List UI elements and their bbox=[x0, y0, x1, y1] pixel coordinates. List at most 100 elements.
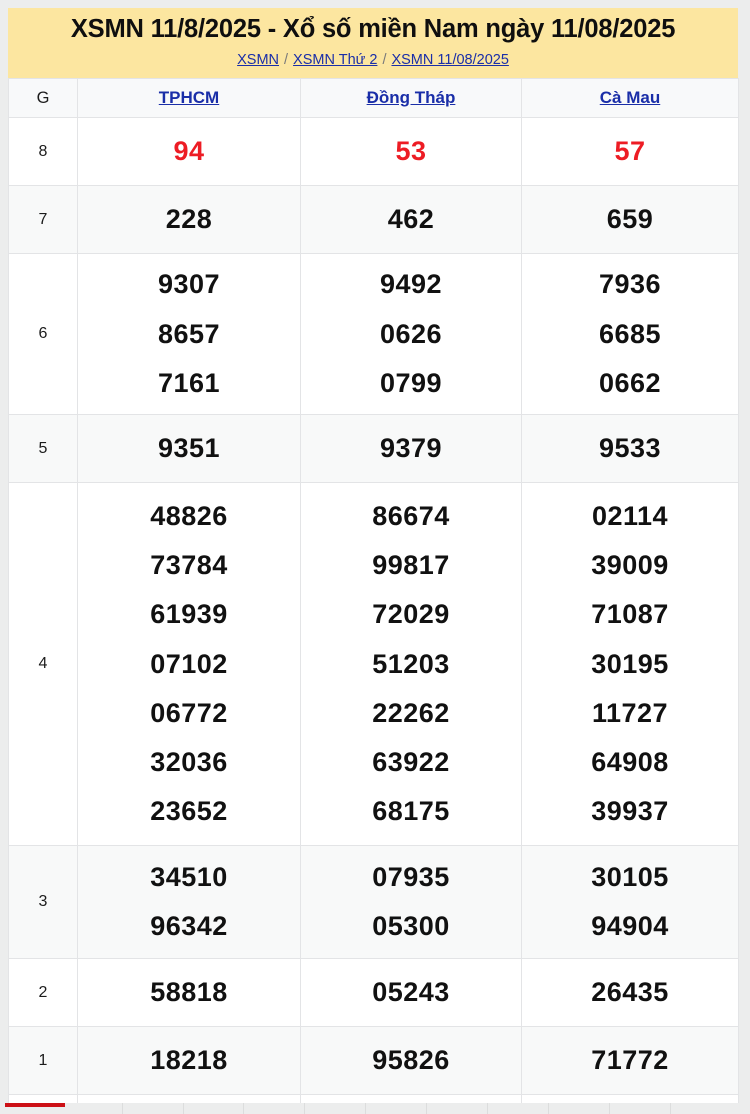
table-row-prize-1: 1 18218 95826 71772 bbox=[8, 1026, 739, 1096]
prize-label: 7 bbox=[8, 185, 78, 255]
lottery-number: 9379 bbox=[379, 433, 443, 464]
prize-numbers-camau: 7936 6685 0662 bbox=[521, 253, 739, 416]
prize-numbers-camau: 71772 bbox=[521, 1026, 739, 1096]
lottery-number: 22262 bbox=[372, 697, 450, 728]
lottery-number: 9492 bbox=[379, 269, 443, 300]
lottery-number: 61939 bbox=[150, 599, 228, 630]
lottery-number: 68175 bbox=[372, 795, 450, 826]
lottery-number: 06772 bbox=[150, 697, 228, 728]
prize-numbers-tphcm: 94 bbox=[77, 117, 301, 187]
lottery-number: 71087 bbox=[591, 599, 669, 630]
prize-numbers-dongthap: 9379 bbox=[300, 414, 522, 484]
lottery-result-sheet: XSMN 11/8/2025 - Xổ số miền Nam ngày 11/… bbox=[8, 8, 739, 1114]
prize-label: 8 bbox=[8, 117, 78, 187]
lottery-number: 30105 bbox=[591, 861, 669, 892]
lottery-number: 32036 bbox=[150, 746, 228, 777]
prize-numbers-dongthap: 462 bbox=[300, 185, 522, 255]
lottery-number: 9307 bbox=[157, 269, 221, 300]
lottery-number: 7161 bbox=[157, 367, 221, 398]
prize-numbers-dongthap: 9492 0626 0799 bbox=[300, 253, 522, 416]
prize-numbers-camau: 659 bbox=[521, 185, 739, 255]
strip-divider bbox=[609, 1103, 610, 1114]
lottery-number: 86674 bbox=[372, 501, 450, 532]
prize-label: 4 bbox=[8, 482, 78, 847]
lottery-number: 72029 bbox=[372, 599, 450, 630]
prize-numbers-camau: 02114 39009 71087 30195 11727 64908 39937 bbox=[521, 482, 739, 847]
lottery-number: 18218 bbox=[150, 1045, 228, 1076]
table-row-prize-7: 7 228 462 659 bbox=[8, 185, 739, 255]
lottery-number: 02114 bbox=[591, 501, 669, 532]
prize-numbers-dongthap: 53 bbox=[300, 117, 522, 187]
strip-divider bbox=[670, 1103, 671, 1114]
prize-label: 3 bbox=[8, 845, 78, 960]
lottery-number: 228 bbox=[165, 204, 213, 235]
breadcrumb-separator-2: / bbox=[382, 52, 387, 69]
strip-divider bbox=[426, 1103, 427, 1114]
table-row-prize-2: 2 58818 05243 26435 bbox=[8, 958, 739, 1028]
table-row-prize-4: 4 48826 73784 61939 07102 06772 32036 23652 8667… bbox=[8, 482, 739, 847]
lottery-number: 94 bbox=[173, 136, 205, 167]
lottery-number: 73784 bbox=[150, 550, 228, 581]
lottery-number: 6685 bbox=[598, 318, 662, 349]
lottery-number: 30195 bbox=[591, 648, 669, 679]
lottery-results-table: G TPHCM Đồng Tháp Cà Mau 8 94 53 57 7 228 462 6… bbox=[8, 78, 739, 1114]
prize-numbers-tphcm: 228 bbox=[77, 185, 301, 255]
table-body: 8 94 53 57 7 228 462 659 6 9307 8657 7161 9492 0626 07… bbox=[8, 117, 739, 1114]
province-link-dongthap[interactable]: Đồng Tháp bbox=[366, 88, 456, 108]
prize-label: 5 bbox=[8, 414, 78, 484]
strip-divider bbox=[304, 1103, 305, 1114]
lottery-number: 05243 bbox=[372, 977, 450, 1008]
lottery-number: 99817 bbox=[372, 550, 450, 581]
breadcrumb: XSMN / XSMN Thứ 2/XSMN 11/08/2025 bbox=[14, 52, 732, 68]
prize-label: 2 bbox=[8, 958, 78, 1028]
province-link-camau[interactable]: Cà Mau bbox=[599, 88, 661, 108]
lottery-number: 34510 bbox=[150, 861, 228, 892]
prize-numbers-dongthap: 07935 05300 bbox=[300, 845, 522, 960]
table-row-prize-3: 3 34510 96342 07935 05300 30105 94904 bbox=[8, 845, 739, 960]
lottery-number: 8657 bbox=[157, 318, 221, 349]
column-header-camau[interactable]: Cà Mau bbox=[521, 78, 739, 119]
prize-numbers-tphcm: 58818 bbox=[77, 958, 301, 1028]
prize-numbers-dongthap: 05243 bbox=[300, 958, 522, 1028]
lottery-number: 26435 bbox=[591, 977, 669, 1008]
column-header-tphcm[interactable]: TPHCM bbox=[77, 78, 301, 119]
lottery-number: 11727 bbox=[591, 697, 669, 728]
strip-divider bbox=[243, 1103, 244, 1114]
lottery-number: 39937 bbox=[591, 795, 669, 826]
lottery-number: 51203 bbox=[372, 648, 450, 679]
breadcrumb-item-xsmn-date[interactable]: XSMN 11/08/2025 bbox=[391, 52, 509, 69]
prize-numbers-camau: 26435 bbox=[521, 958, 739, 1028]
strip-divider bbox=[487, 1103, 488, 1114]
breadcrumb-item-xsmn[interactable]: XSMN bbox=[237, 52, 280, 69]
prize-numbers-camau: 57 bbox=[521, 117, 739, 187]
prize-numbers-dongthap: 95826 bbox=[300, 1026, 522, 1096]
column-header-dongthap[interactable]: Đồng Tháp bbox=[300, 78, 522, 119]
lottery-number: 0662 bbox=[598, 367, 662, 398]
lottery-number: 48826 bbox=[150, 501, 228, 532]
breadcrumb-separator-1: / bbox=[284, 52, 289, 69]
active-tab-indicator bbox=[5, 1103, 65, 1107]
lottery-number: 9533 bbox=[598, 433, 662, 464]
strip-divider bbox=[548, 1103, 549, 1114]
page-title: XSMN 11/8/2025 - Xổ số miền Nam ngày 11/… bbox=[70, 15, 676, 43]
lottery-number: 9351 bbox=[157, 433, 221, 464]
prize-label: 1 bbox=[8, 1026, 78, 1096]
lottery-number: 7936 bbox=[598, 269, 662, 300]
lottery-number: 96342 bbox=[150, 911, 228, 942]
prize-numbers-tphcm: 18218 bbox=[77, 1026, 301, 1096]
lottery-number: 57 bbox=[614, 136, 646, 167]
lottery-number: 71772 bbox=[591, 1045, 669, 1076]
table-row-prize-5: 5 9351 9379 9533 bbox=[8, 414, 739, 484]
prize-numbers-tphcm: 34510 96342 bbox=[77, 845, 301, 960]
lottery-number: 63922 bbox=[372, 746, 450, 777]
lottery-number: 0799 bbox=[379, 367, 443, 398]
lottery-number: 39009 bbox=[591, 550, 669, 581]
bottom-tab-strip bbox=[0, 1103, 750, 1114]
breadcrumb-item-xsmn-thu-2[interactable]: XSMN Thứ 2 bbox=[293, 52, 378, 69]
lottery-number: 94904 bbox=[591, 911, 669, 942]
prize-label: 6 bbox=[8, 253, 78, 416]
table-row-prize-6: 6 9307 8657 7161 9492 0626 0799 7936 6685 0662 bbox=[8, 253, 739, 416]
province-link-tphcm[interactable]: TPHCM bbox=[158, 88, 220, 108]
lottery-number: 64908 bbox=[591, 746, 669, 777]
